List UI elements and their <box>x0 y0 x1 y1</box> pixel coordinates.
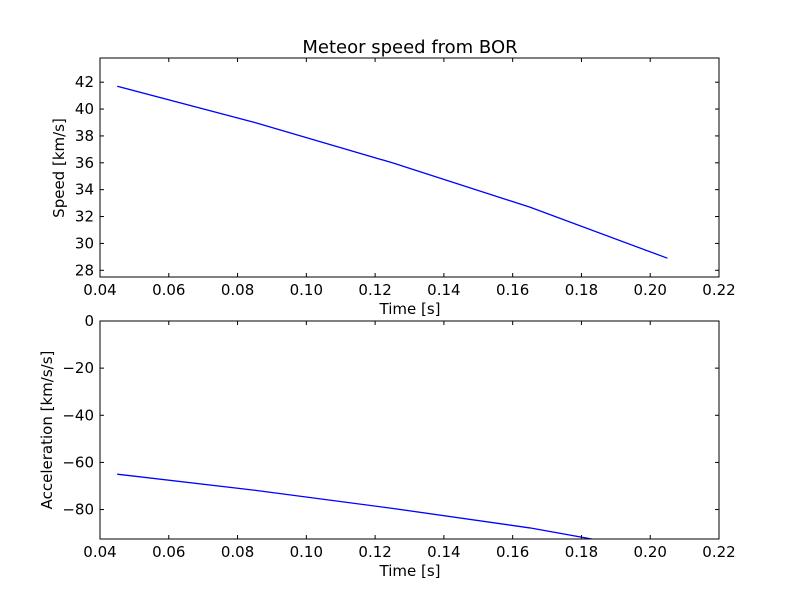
speed-y-tick-label: 40 <box>75 100 94 118</box>
speed-chart-title: Meteor speed from BOR <box>302 37 517 58</box>
acceleration-y-tick-label: −60 <box>62 453 94 471</box>
speed-x-tick-label: 0.20 <box>634 281 667 299</box>
acceleration-x-tick-label: 0.20 <box>634 543 667 561</box>
acceleration-x-tick-label: 0.16 <box>496 543 529 561</box>
acceleration-x-tick-label: 0.08 <box>221 543 254 561</box>
acceleration-y-tick-label: −20 <box>62 359 94 377</box>
speed-x-tick-label: 0.06 <box>152 281 185 299</box>
acceleration-x-tick-label: 0.18 <box>565 543 598 561</box>
speed-x-tick-label: 0.10 <box>290 281 323 299</box>
acceleration-y-axis-label: Acceleration [km/s/s] <box>38 351 56 510</box>
acceleration-x-tick-label: 0.22 <box>702 543 735 561</box>
speed-y-axis-label: Speed [km/s] <box>50 118 68 218</box>
acceleration-y-tick-label: −40 <box>62 406 94 424</box>
acceleration-series-line <box>117 473 592 539</box>
acceleration-axes-frame <box>99 320 720 540</box>
acceleration-y-tick-label: −80 <box>62 501 94 519</box>
speed-axes-frame <box>99 57 720 278</box>
acceleration-x-axis-label: Time [s] <box>379 562 441 580</box>
speed-y-tick-label: 28 <box>75 261 94 279</box>
speed-series-line <box>117 85 668 259</box>
acceleration-x-tick-label: 0.10 <box>290 543 323 561</box>
acceleration-plot-area <box>117 473 592 539</box>
speed-x-tick-label: 0.12 <box>358 281 391 299</box>
acceleration-x-tick-label: 0.06 <box>152 543 185 561</box>
speed-x-tick-label: 0.16 <box>496 281 529 299</box>
speed-y-tick-label: 36 <box>75 154 94 172</box>
speed-x-tick-label: 0.18 <box>565 281 598 299</box>
speed-y-tick-label: 42 <box>75 73 94 91</box>
speed-x-tick-label: 0.22 <box>702 281 735 299</box>
speed-axis-ticks: 0.04 0.06 0.08 0.10 0.12 0.14 0.16 0.18 0.20 0.22… <box>75 58 736 299</box>
speed-x-tick-label: 0.14 <box>427 281 460 299</box>
speed-y-tick-label: 34 <box>75 181 94 199</box>
acceleration-x-tick-label: 0.12 <box>358 543 391 561</box>
speed-y-tick-label: 38 <box>75 127 94 145</box>
acceleration-x-tick-label: 0.14 <box>427 543 460 561</box>
acceleration-x-tick-label: 0.04 <box>83 543 116 561</box>
speed-subplot: Meteor speed from BOR 0.04 0.06 0.08 0.10 0.… <box>50 37 736 318</box>
speed-y-tick-label: 32 <box>75 208 94 226</box>
acceleration-y-tick-label: 0 <box>84 312 94 330</box>
speed-x-axis-label: Time [s] <box>379 300 441 318</box>
speed-y-tick-label: 30 <box>75 234 94 252</box>
speed-x-tick-label: 0.08 <box>221 281 254 299</box>
acceleration-axis-ticks: 0.04 0.06 0.08 0.10 0.12 0.14 0.16 0.18 0.20 0.22… <box>62 312 735 561</box>
speed-plot-area <box>117 85 668 259</box>
acceleration-subplot: 0.04 0.06 0.08 0.10 0.12 0.14 0.16 0.18 0.20 0.22… <box>38 312 736 580</box>
speed-x-tick-label: 0.04 <box>83 281 116 299</box>
